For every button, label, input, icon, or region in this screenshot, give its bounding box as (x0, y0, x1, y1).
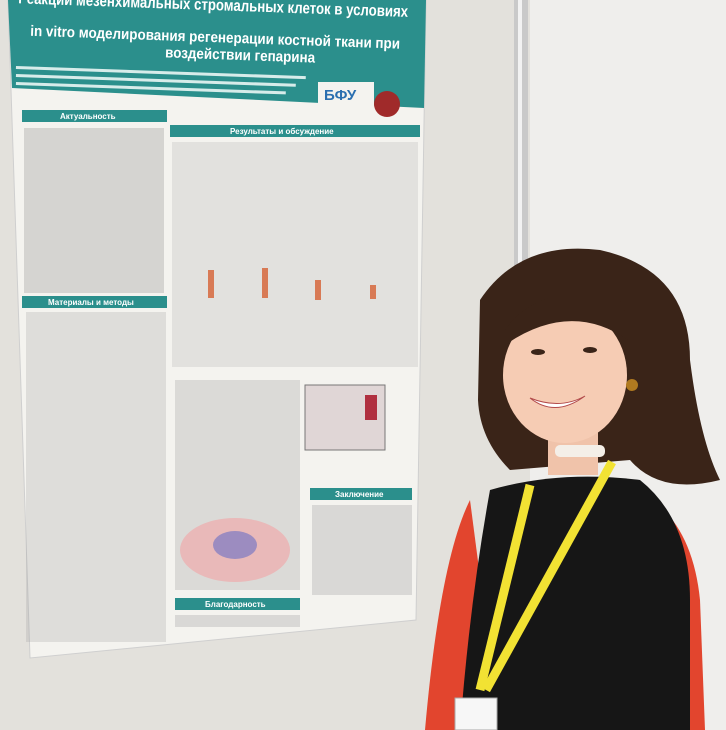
section-bar (170, 125, 420, 137)
eye (531, 349, 545, 355)
emblem (374, 91, 400, 117)
eye (583, 347, 597, 353)
section-title: Заключение (335, 490, 384, 499)
smile (529, 395, 586, 408)
poster-header (8, 0, 426, 108)
badge (454, 697, 498, 730)
face (503, 307, 627, 443)
heatmap-cell (365, 395, 377, 420)
authors (15, 66, 306, 95)
earring (626, 379, 638, 391)
section-bar (22, 110, 167, 122)
section-bar (22, 296, 167, 308)
poster: Реакции мезенхимальных стромальных клето… (7, 0, 427, 659)
pole-highlight (518, 0, 522, 270)
section-title: Результаты и обсуждение (230, 127, 334, 136)
nucleus (213, 531, 257, 559)
logo-box (318, 82, 374, 108)
chart-bars (208, 268, 376, 300)
section-title: Благодарность (205, 600, 266, 609)
body-text (24, 128, 418, 642)
bangs (505, 294, 629, 345)
lanyard (475, 483, 535, 692)
lanyard (482, 459, 616, 693)
section-title: Материалы и методы (48, 298, 134, 307)
title-line: воздействии гепарина (165, 44, 316, 66)
section-bar (310, 488, 412, 500)
vest (460, 476, 690, 730)
logo: БФУ (324, 87, 357, 104)
person (425, 248, 720, 730)
section-bar (175, 598, 300, 610)
choker (555, 445, 605, 457)
section-title: Актуальность (60, 112, 116, 121)
